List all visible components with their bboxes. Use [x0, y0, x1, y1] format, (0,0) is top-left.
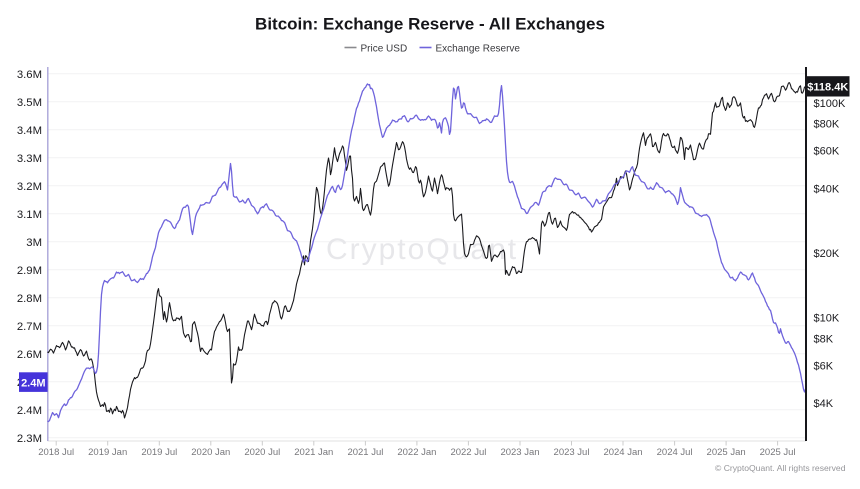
svg-text:3M: 3M: [26, 237, 42, 249]
svg-text:2.7M: 2.7M: [17, 321, 42, 333]
svg-text:2023 Jul: 2023 Jul: [554, 447, 590, 458]
svg-text:$60K: $60K: [814, 146, 840, 158]
svg-text:3.2M: 3.2M: [17, 181, 42, 193]
svg-text:2019 Jul: 2019 Jul: [141, 447, 177, 458]
svg-text:$10K: $10K: [814, 313, 840, 325]
svg-text:$80K: $80K: [814, 119, 840, 131]
svg-text:2.6M: 2.6M: [17, 349, 42, 361]
svg-text:$4K: $4K: [814, 398, 834, 410]
svg-text:2024 Jul: 2024 Jul: [657, 447, 693, 458]
svg-text:$100K: $100K: [814, 98, 846, 110]
svg-text:2021 Jan: 2021 Jan: [294, 447, 333, 458]
svg-text:2.8M: 2.8M: [17, 293, 42, 305]
svg-text:$40K: $40K: [814, 183, 840, 195]
svg-text:3.5M: 3.5M: [17, 97, 42, 109]
svg-text:2020 Jul: 2020 Jul: [244, 447, 280, 458]
svg-text:2.3M: 2.3M: [17, 433, 42, 445]
svg-text:2.4M: 2.4M: [21, 377, 45, 389]
svg-text:2022 Jan: 2022 Jan: [397, 447, 436, 458]
svg-text:2025 Jan: 2025 Jan: [707, 447, 746, 458]
svg-text:CryptoQuant: CryptoQuant: [326, 233, 518, 266]
svg-text:2024 Jan: 2024 Jan: [603, 447, 642, 458]
svg-text:2023 Jan: 2023 Jan: [500, 447, 539, 458]
svg-text:3.1M: 3.1M: [17, 209, 42, 221]
svg-text:© CryptoQuant. All rights rese: © CryptoQuant. All rights reserved: [715, 463, 846, 473]
svg-text:3.3M: 3.3M: [17, 153, 42, 165]
svg-text:Price USD: Price USD: [361, 44, 408, 55]
svg-text:2025 Jul: 2025 Jul: [760, 447, 796, 458]
svg-text:$20K: $20K: [814, 248, 840, 260]
svg-text:3.6M: 3.6M: [17, 69, 42, 81]
svg-text:2022 Jul: 2022 Jul: [450, 447, 486, 458]
svg-text:2.4M: 2.4M: [17, 405, 42, 417]
svg-text:2020 Jan: 2020 Jan: [191, 447, 230, 458]
svg-text:2019 Jan: 2019 Jan: [88, 447, 127, 458]
svg-text:Bitcoin: Exchange Reserve - Al: Bitcoin: Exchange Reserve - All Exchange…: [255, 15, 605, 34]
svg-text:Exchange Reserve: Exchange Reserve: [436, 44, 521, 55]
svg-text:$6K: $6K: [814, 360, 834, 372]
svg-text:$118.4K: $118.4K: [807, 82, 848, 94]
svg-text:3.4M: 3.4M: [17, 125, 42, 137]
svg-text:$8K: $8K: [814, 334, 834, 346]
svg-text:2018 Jul: 2018 Jul: [38, 447, 74, 458]
svg-text:2.9M: 2.9M: [17, 265, 42, 277]
svg-text:2021 Jul: 2021 Jul: [347, 447, 383, 458]
